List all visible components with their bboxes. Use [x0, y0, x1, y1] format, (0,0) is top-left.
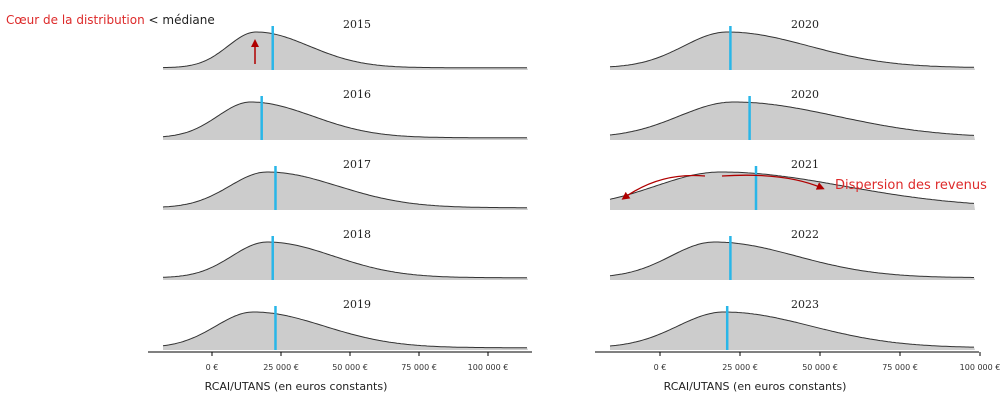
- x-tick-label: 75 000 €: [401, 363, 437, 372]
- density-area: [610, 102, 975, 140]
- density-area: [610, 242, 975, 280]
- density-curve: [609, 241, 974, 278]
- year-label: 2020: [791, 88, 819, 101]
- year-label: 2017: [343, 158, 371, 171]
- left-curved-arrow-icon: [621, 174, 706, 200]
- density-area: [163, 102, 528, 140]
- density-curve: [609, 171, 975, 204]
- x-tick-label: 25 000 €: [263, 363, 299, 372]
- year-label: 2023: [791, 298, 819, 311]
- density-curve: [162, 171, 527, 209]
- annotation-income-dispersion: Dispersion des revenus: [835, 178, 987, 193]
- right-curved-arrow-icon: [721, 174, 825, 190]
- year-label: 2018: [343, 228, 371, 241]
- x-tick-label: 50 000 €: [332, 363, 368, 372]
- density-curve: [609, 101, 975, 136]
- x-tick-label: 50 000 €: [802, 363, 838, 372]
- density-area: [163, 32, 528, 70]
- year-label: 2015: [343, 18, 371, 31]
- year-label: 2021: [791, 158, 819, 171]
- density-area: [610, 32, 975, 70]
- density-area: [163, 242, 528, 280]
- year-label: 2022: [791, 228, 819, 241]
- x-tick-label: 75 000 €: [882, 363, 918, 372]
- density-area: [163, 312, 528, 350]
- x-tick-label: 100 000 €: [960, 363, 1001, 372]
- x-tick-label: 100 000 €: [468, 363, 509, 372]
- annotation-distribution-core-label: Cœur de la distribution: [6, 13, 145, 27]
- density-area: [163, 172, 528, 210]
- density-curve: [162, 31, 527, 69]
- x-tick-label: 0 €: [206, 363, 219, 372]
- x-axis-title: RCAI/UTANS (en euros constants): [664, 380, 847, 393]
- density-curve: [609, 311, 974, 348]
- density-area: [610, 172, 975, 210]
- ridgeline-panel-group-1: 2015 2016 2017 2018 2019 0 € 25 000 € 50 000 € 7…: [148, 18, 532, 393]
- annotation-median-comparison: < médiane: [144, 13, 215, 27]
- ridgeline-panel-group-2: 2020 2020 2021 2022 2023 0 € 25 000 € 50 000 € 7…: [595, 18, 1000, 393]
- density-curve: [162, 101, 527, 139]
- x-tick-label: 0 €: [654, 363, 667, 372]
- density-area: [610, 312, 975, 350]
- x-axis-title: RCAI/UTANS (en euros constants): [205, 380, 388, 393]
- annotation-distribution-core: Cœur de la distribution < médiane: [6, 13, 215, 27]
- year-label: 2019: [343, 298, 371, 311]
- density-curve: [162, 311, 527, 349]
- density-curve: [162, 241, 527, 279]
- year-label: 2016: [343, 88, 371, 101]
- density-curve: [609, 31, 974, 68]
- year-label: 2020: [791, 18, 819, 31]
- x-tick-label: 25 000 €: [722, 363, 758, 372]
